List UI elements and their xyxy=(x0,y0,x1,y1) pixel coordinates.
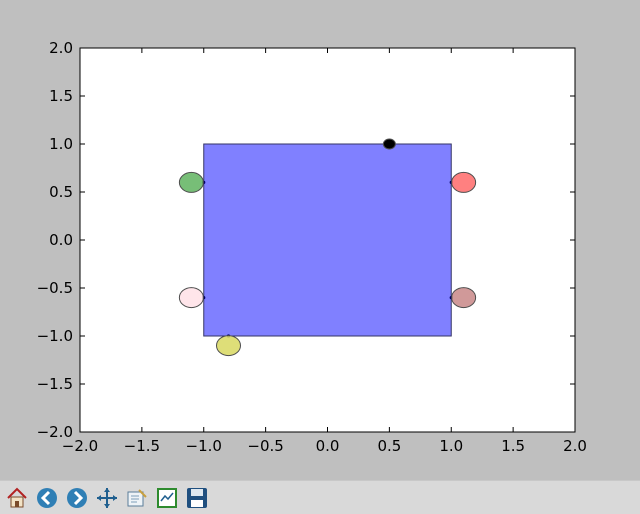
navigation-toolbar xyxy=(0,480,640,514)
back-arrow-icon xyxy=(37,487,57,508)
subplots-button[interactable] xyxy=(153,484,181,512)
figure-canvas: −2.0 −1.5 −1.0 −0.5 0.0 0.5 1.0 1.5 2.0 2.0 1.5 1.0… xyxy=(36,39,587,455)
y-tick-label: 0.5 xyxy=(49,183,73,201)
y-tick-label: 0.0 xyxy=(49,231,73,249)
data-point xyxy=(178,287,204,309)
pan-move-icon xyxy=(97,487,117,508)
data-point xyxy=(451,287,477,309)
data-point xyxy=(451,171,477,193)
forward-arrow-icon xyxy=(67,487,87,508)
x-tick-label: −0.5 xyxy=(247,437,283,455)
y-tick-label: −1.0 xyxy=(37,327,73,345)
x-tick-label: 0.0 xyxy=(316,437,340,455)
pan-button[interactable] xyxy=(93,484,121,512)
x-tick-label: 2.0 xyxy=(563,437,587,455)
subplots-config-icon xyxy=(157,487,177,508)
y-tick-label: 2.0 xyxy=(49,39,73,57)
plot-layer xyxy=(178,138,477,357)
x-tick-label: 1.5 xyxy=(501,437,525,455)
data-point xyxy=(382,138,396,150)
home-button[interactable] xyxy=(3,484,31,512)
y-tick-label: −1.5 xyxy=(37,375,73,393)
x-tick-label: 1.0 xyxy=(439,437,463,455)
x-tick-label: −2.0 xyxy=(62,437,98,455)
blue-rectangle xyxy=(203,143,452,337)
home-icon xyxy=(7,487,27,507)
save-disk-icon xyxy=(187,487,207,508)
x-tick-label: 0.5 xyxy=(377,437,401,455)
y-tick-label: 1.5 xyxy=(49,87,73,105)
zoom-button[interactable] xyxy=(123,484,151,512)
y-tick-label: 1.0 xyxy=(49,135,73,153)
tick-layer: −2.0 −1.5 −1.0 −0.5 0.0 0.5 1.0 1.5 2.0 2.0 1.5 1.0… xyxy=(37,39,587,455)
save-button[interactable] xyxy=(183,484,211,512)
y-tick-label: −2.0 xyxy=(37,423,73,441)
back-button[interactable] xyxy=(33,484,61,512)
zoom-rect-icon xyxy=(127,488,147,506)
forward-button[interactable] xyxy=(63,484,91,512)
x-tick-label: −1.0 xyxy=(186,437,222,455)
data-point xyxy=(216,335,241,357)
x-tick-label: −1.5 xyxy=(124,437,160,455)
data-point xyxy=(178,171,204,193)
y-tick-label: −0.5 xyxy=(37,279,73,297)
